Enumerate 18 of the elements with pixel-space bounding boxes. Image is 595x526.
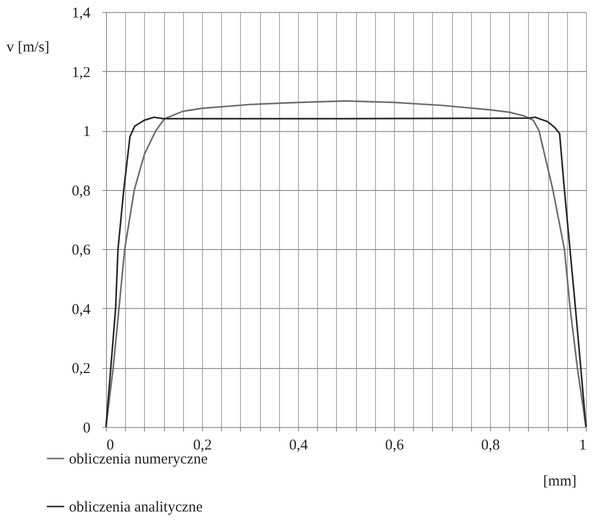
x-tick-label: 0,8 [481,438,500,454]
y-tick-label: 0,8 [72,183,90,200]
x-tick-label: 0 [106,438,114,454]
y-axis-title: v [m/s] [6,40,50,56]
x-axis-title: [mm] [543,474,576,490]
legend-label: obliczenia analityczne [69,500,204,516]
y-tick-label: 0,4 [72,302,91,318]
x-tick-label: 0,2 [193,438,212,454]
y-tick-label: 0,6 [72,242,91,259]
x-tick-label: 0,4 [289,438,308,454]
y-tick-label: 0,2 [72,361,90,378]
x-tick-label: 0,6 [385,438,404,454]
y-tick-label: 0 [83,420,90,436]
y-tick-label: 1,2 [72,64,90,81]
legend-label: obliczenia numeryczne [69,452,208,468]
x-tick-label: 1 [579,438,586,454]
y-tick-label: 1 [83,124,90,140]
y-tick-label: 1,4 [72,6,91,22]
